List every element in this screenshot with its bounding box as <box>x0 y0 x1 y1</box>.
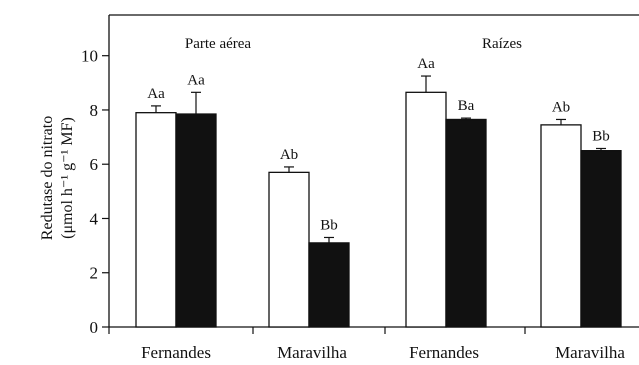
significance-label: Aa <box>147 86 165 102</box>
bar-open <box>135 112 177 328</box>
category-label: Fernandes <box>409 343 479 362</box>
y-tick-label: 10 <box>81 47 98 66</box>
significance-label: Ba <box>458 98 475 114</box>
y-tick-label: 8 <box>90 101 99 120</box>
significance-label: Bb <box>592 128 610 144</box>
y-tick-label: 2 <box>90 264 99 283</box>
category-label: Maravilha <box>277 343 347 362</box>
bar-filled <box>445 118 487 328</box>
y-tick-label: 4 <box>90 209 99 228</box>
significance-label: Aa <box>187 72 205 88</box>
bar-open <box>540 124 582 328</box>
significance-label: Ab <box>552 99 570 115</box>
bar-open <box>268 171 310 328</box>
category-label: Fernandes <box>141 343 211 362</box>
bar-filled <box>175 113 217 328</box>
bar-open <box>405 91 447 328</box>
significance-label: Bb <box>320 217 338 233</box>
y-axis-title-line-1: Redutase do nitrato <box>39 116 56 240</box>
category-label: Maravilha <box>555 343 625 362</box>
bar-filled <box>580 150 622 328</box>
panel-label: Parte aérea <box>185 36 252 52</box>
bar-filled <box>308 242 350 328</box>
y-axis-title: Redutase do nitrato (μmol h⁻¹ g⁻¹ MF) <box>39 116 76 240</box>
y-axis-title-line-2: (μmol h⁻¹ g⁻¹ MF) <box>59 117 76 239</box>
y-tick-label: 0 <box>90 318 99 337</box>
y-tick-label: 6 <box>90 155 99 174</box>
significance-label: Aa <box>417 56 435 72</box>
panel-label: Raízes <box>482 36 522 52</box>
plot-area: 0 2 4 6 8 10 Parte aérea Raízes Fernandes Maravil… <box>81 14 639 362</box>
significance-label: Ab <box>280 147 298 163</box>
